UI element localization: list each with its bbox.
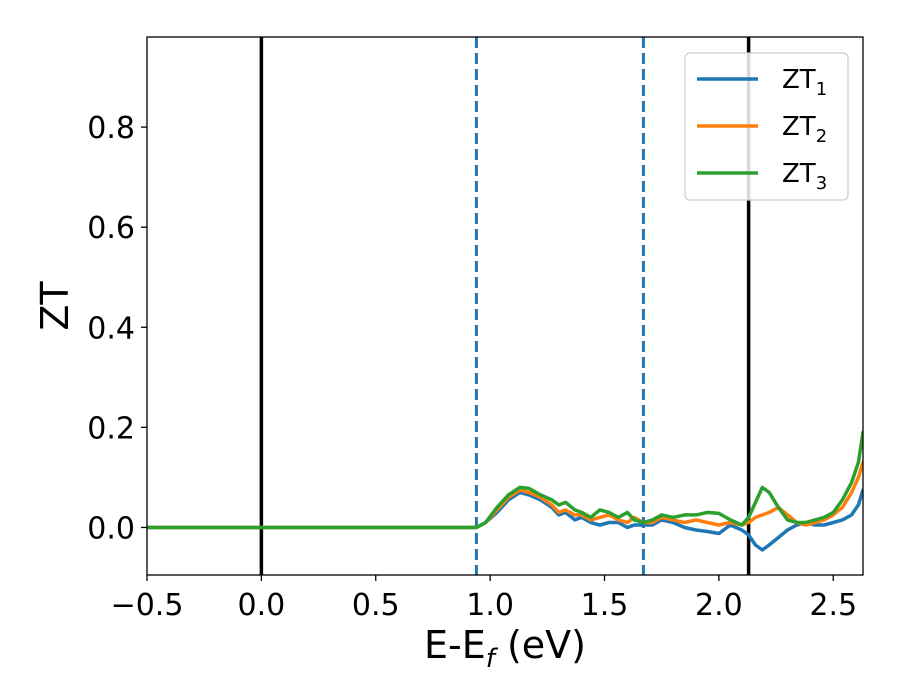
vertical-reference-lines (259, 37, 751, 575)
x-tick-label: 2.5 (809, 588, 857, 623)
y-tick-label: 0.8 (87, 111, 135, 146)
y-axis-title: ZT (33, 281, 77, 331)
legend-label-2: ZT2 (782, 112, 827, 147)
x-tick-label: 0.0 (238, 588, 286, 623)
y-tick-label: 0.6 (87, 211, 135, 246)
plot-frame (146, 36, 864, 576)
x-tick-label: 0.5 (352, 588, 400, 623)
x-axis: −0.5 0.0 0.5 1.0 1.5 2.0 2.5 (111, 575, 857, 623)
x-tick-label: 1.5 (581, 588, 629, 623)
series-line-3 (147, 430, 863, 530)
legend-box (684, 52, 849, 201)
x-axis-title: E-Ef (eV) (424, 623, 586, 674)
legend-label-1: ZT1 (782, 65, 827, 100)
x-tick-label: 2.0 (695, 588, 743, 623)
x-tick-label: −0.5 (111, 588, 184, 623)
legend: ZT1 ZT2 ZT3 (684, 52, 849, 201)
y-tick-label: 0.4 (87, 311, 135, 346)
y-tick-label: 0.0 (87, 511, 135, 546)
legend-label-3: ZT3 (782, 159, 827, 194)
x-tick-label: 1.0 (466, 588, 514, 623)
y-tick-label: 0.2 (87, 411, 135, 446)
series-lines (147, 430, 863, 552)
y-axis: 0.0 0.2 0.4 0.6 0.8 (87, 111, 147, 546)
series-line-2 (147, 460, 863, 530)
